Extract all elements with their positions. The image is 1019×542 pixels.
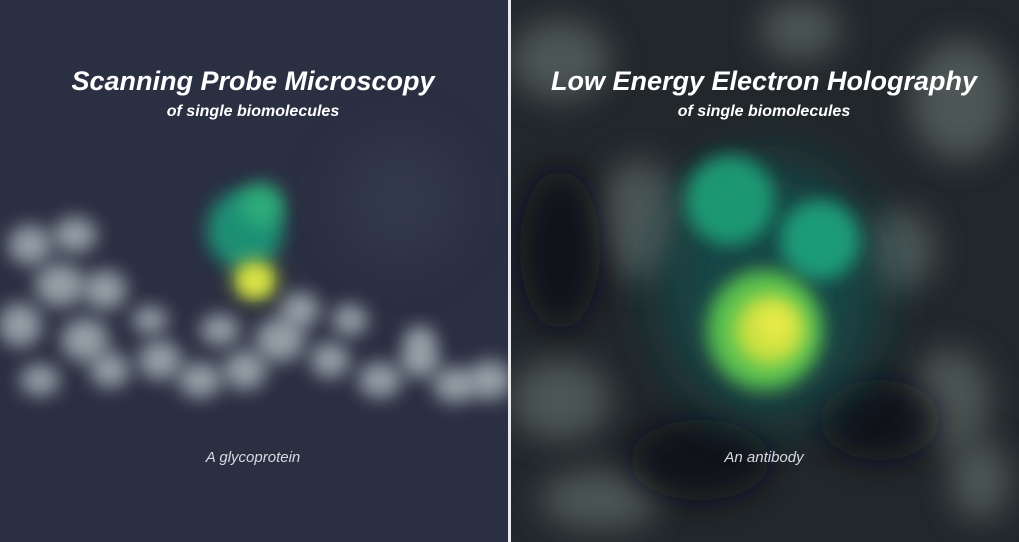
blob bbox=[520, 170, 600, 330]
blob bbox=[61, 318, 109, 362]
blob bbox=[950, 440, 1010, 520]
right-subtitle: of single biomolecules bbox=[678, 103, 851, 120]
blob bbox=[511, 20, 610, 100]
right-caption: An antibody bbox=[723, 449, 805, 466]
blob bbox=[404, 326, 436, 354]
blob bbox=[90, 352, 130, 388]
blob bbox=[255, 318, 305, 362]
divider bbox=[508, 0, 511, 542]
blob bbox=[820, 380, 940, 460]
blob bbox=[178, 362, 222, 398]
blob bbox=[310, 342, 350, 378]
blob bbox=[83, 270, 127, 310]
blob bbox=[910, 40, 1010, 160]
right-title: Low Energy Electron Holography bbox=[551, 66, 979, 96]
left-title: Scanning Probe Microscopy bbox=[71, 66, 436, 96]
blob bbox=[780, 200, 860, 280]
left-subtitle: of single biomolecules bbox=[167, 103, 340, 120]
blob bbox=[340, 140, 460, 260]
blob bbox=[53, 217, 97, 253]
blob bbox=[865, 210, 935, 290]
blob bbox=[240, 183, 284, 227]
right-image bbox=[511, 0, 1010, 530]
left-caption: A glycoprotein bbox=[205, 449, 301, 466]
blob bbox=[138, 340, 182, 380]
blob bbox=[433, 367, 477, 403]
blob bbox=[132, 306, 168, 334]
blob bbox=[223, 350, 267, 390]
blob bbox=[511, 360, 610, 440]
blob bbox=[358, 362, 402, 398]
blob bbox=[245, 272, 265, 292]
left-image bbox=[0, 140, 508, 403]
blob bbox=[200, 314, 240, 346]
blob bbox=[600, 160, 680, 280]
blob bbox=[630, 420, 770, 500]
blob bbox=[332, 304, 368, 336]
blob bbox=[757, 307, 793, 343]
blob bbox=[468, 360, 508, 400]
blob bbox=[400, 342, 440, 378]
blob bbox=[8, 225, 52, 265]
blob bbox=[540, 470, 660, 530]
blob bbox=[0, 303, 42, 347]
blob bbox=[685, 155, 775, 245]
blob bbox=[280, 292, 320, 328]
blob bbox=[760, 0, 840, 60]
blob bbox=[20, 364, 60, 396]
blob bbox=[35, 263, 85, 307]
